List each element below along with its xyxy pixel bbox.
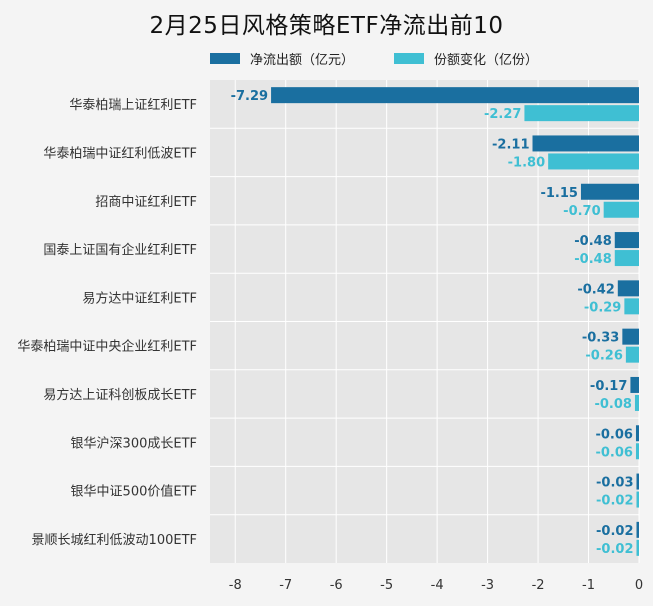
legend-swatch-share-change bbox=[394, 52, 425, 64]
bar-share-change bbox=[524, 105, 639, 122]
bar-net-outflow bbox=[622, 328, 639, 345]
bar-share-change bbox=[636, 539, 639, 556]
bar-net-outflow bbox=[635, 425, 639, 442]
legend-item-net-outflow: 净流出额（亿元） bbox=[210, 49, 354, 68]
bar-share-change bbox=[634, 394, 639, 411]
data-label-net-outflow: -0.17 bbox=[590, 379, 627, 394]
data-label-share-change: -1.80 bbox=[508, 155, 545, 170]
data-label-share-change: -0.06 bbox=[595, 445, 632, 460]
legend-label-net-outflow: 净流出额（亿元） bbox=[250, 52, 355, 68]
bar-net-outflow bbox=[630, 376, 639, 393]
data-label-share-change: -0.08 bbox=[594, 397, 631, 412]
bar-share-change bbox=[635, 443, 639, 460]
data-label-share-change: -0.26 bbox=[585, 349, 622, 364]
data-label-share-change: -0.02 bbox=[596, 542, 633, 557]
bar-net-outflow bbox=[617, 280, 639, 297]
data-label-net-outflow: -2.11 bbox=[492, 137, 529, 152]
y-category-label: 银华中证500价值ETF bbox=[71, 484, 197, 500]
y-category-label: 国泰上证国有企业红利ETF bbox=[43, 242, 197, 258]
data-label-share-change: -0.29 bbox=[584, 300, 621, 315]
data-label-net-outflow: -0.03 bbox=[596, 476, 633, 491]
legend-label-share-change: 份额变化（亿份） bbox=[434, 52, 539, 68]
y-category-label: 易方达上证科创板成长ETF bbox=[43, 387, 197, 403]
y-category-label: 易方达中证红利ETF bbox=[82, 290, 197, 306]
data-label-net-outflow: -0.42 bbox=[577, 282, 614, 297]
x-tick-label: -6 bbox=[330, 578, 343, 593]
y-category-label: 银华沪深300成长ETF bbox=[71, 435, 197, 451]
data-label-share-change: -0.70 bbox=[563, 204, 600, 219]
chart-title: 2月25日风格策略ETF净流出前10 bbox=[149, 13, 504, 39]
data-label-net-outflow: -0.06 bbox=[595, 427, 632, 442]
data-label-net-outflow: -0.48 bbox=[574, 234, 611, 249]
bar-share-change bbox=[548, 153, 639, 170]
bar-share-change bbox=[624, 298, 639, 315]
data-label-net-outflow: -0.33 bbox=[582, 331, 619, 346]
bar-net-outflow bbox=[636, 521, 639, 538]
x-tick-label: -7 bbox=[279, 578, 292, 593]
y-category-label: 华泰柏瑞中证红利低波ETF bbox=[43, 145, 197, 161]
data-label-share-change: -0.48 bbox=[574, 252, 611, 267]
legend-item-share-change: 份额变化（亿份） bbox=[394, 49, 538, 68]
bar-share-change bbox=[625, 346, 639, 363]
x-tick-label: -4 bbox=[431, 578, 444, 593]
y-category-label: 景顺长城红利低波动100ETF bbox=[32, 532, 197, 548]
x-tick-label: 0 bbox=[635, 578, 643, 593]
bar-net-outflow bbox=[614, 232, 639, 249]
data-label-share-change: -0.02 bbox=[596, 494, 633, 509]
bar-net-outflow bbox=[580, 183, 639, 200]
chart-legend: 净流出额（亿元） 份额变化（亿份） bbox=[210, 48, 578, 68]
bar-share-change bbox=[614, 250, 639, 267]
x-tick-label: -2 bbox=[532, 578, 545, 593]
x-tick-label: -1 bbox=[582, 578, 595, 593]
x-tick-label: -8 bbox=[229, 578, 242, 593]
data-label-share-change: -2.27 bbox=[484, 107, 521, 122]
bar-net-outflow bbox=[532, 135, 639, 152]
data-label-net-outflow: -1.15 bbox=[540, 186, 577, 201]
y-category-label: 招商中证红利ETF bbox=[95, 194, 197, 210]
x-tick-label: -3 bbox=[481, 578, 494, 593]
data-label-net-outflow: -0.02 bbox=[596, 524, 633, 539]
bar-net-outflow bbox=[636, 473, 639, 490]
legend-swatch-net-outflow bbox=[210, 52, 240, 64]
bar-share-change bbox=[636, 491, 639, 508]
x-tick-label: -5 bbox=[380, 578, 393, 593]
bar-share-change bbox=[603, 201, 639, 218]
y-category-label: 华泰柏瑞上证红利ETF bbox=[69, 97, 197, 113]
bar-net-outflow bbox=[271, 87, 639, 104]
data-label-net-outflow: -7.29 bbox=[231, 89, 268, 104]
y-category-label: 华泰柏瑞中证中央企业红利ETF bbox=[17, 339, 197, 355]
